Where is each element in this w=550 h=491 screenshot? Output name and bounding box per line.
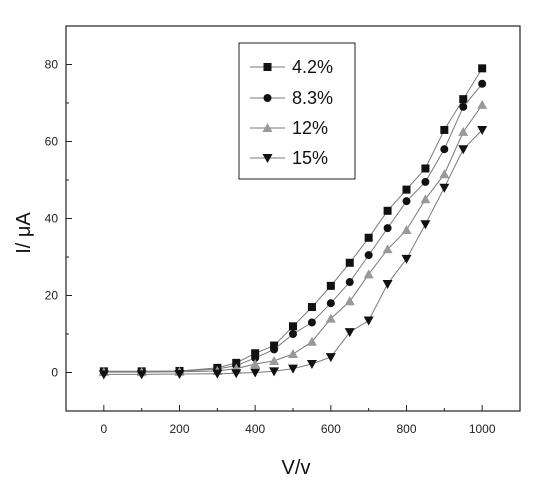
data-point	[269, 355, 280, 365]
data-point	[364, 233, 373, 242]
data-point	[288, 349, 298, 359]
data-point	[382, 244, 393, 254]
legend: 4.2% 8.3% 12% 15%	[238, 42, 356, 180]
data-point	[382, 279, 393, 289]
x-tick-label: 0	[100, 422, 107, 436]
series-layer	[98, 64, 488, 380]
data-point	[250, 368, 261, 378]
data-point	[231, 369, 242, 379]
x-tick-label: 600	[321, 422, 341, 436]
x-tick-label: 800	[396, 422, 416, 436]
legend-marker	[263, 63, 272, 71]
data-point	[477, 99, 488, 109]
data-point	[344, 296, 355, 306]
data-point	[478, 79, 487, 88]
data-point	[383, 224, 392, 233]
legend-frame	[238, 42, 356, 180]
y-tick-label: 60	[45, 135, 59, 149]
y-axis-title: I/ μA	[13, 212, 35, 254]
y-tick-label: 80	[45, 58, 59, 72]
legend-marker	[262, 154, 273, 163]
y-tick-label: 40	[45, 212, 59, 226]
data-point	[478, 64, 487, 73]
data-point	[326, 299, 335, 308]
data-point	[345, 258, 354, 267]
data-point	[440, 125, 449, 134]
legend-marker	[263, 94, 272, 102]
data-point	[174, 370, 185, 380]
data-point	[439, 169, 450, 179]
data-point	[307, 318, 316, 327]
x-axis-title: V/v	[282, 457, 311, 479]
data-point	[325, 313, 336, 323]
series-line-1	[103, 83, 483, 373]
data-point	[402, 197, 411, 206]
data-point	[345, 278, 354, 287]
data-point	[401, 225, 412, 235]
data-point	[326, 281, 335, 290]
data-point	[269, 367, 280, 377]
data-point	[98, 370, 109, 380]
legend-label: 12%	[292, 118, 328, 138]
data-point	[250, 359, 261, 369]
data-point	[289, 330, 297, 338]
data-point	[421, 164, 430, 173]
data-point	[458, 126, 469, 136]
data-point	[251, 349, 260, 358]
data-point	[439, 183, 450, 193]
data-point	[383, 206, 392, 215]
data-point	[477, 125, 488, 135]
data-point	[459, 95, 468, 104]
y-tick-label: 20	[45, 289, 59, 303]
legend-label: 8.3%	[292, 88, 333, 108]
x-tick-label: 200	[169, 422, 189, 436]
data-point	[420, 220, 431, 230]
data-point	[288, 364, 298, 374]
data-point	[401, 254, 412, 264]
legend-label: 15%	[292, 148, 328, 168]
data-point	[459, 102, 468, 111]
data-point	[306, 336, 317, 346]
data-point	[344, 328, 355, 338]
data-point	[458, 145, 469, 155]
data-point	[212, 369, 223, 379]
data-point	[421, 177, 430, 186]
legend-label: 4.2%	[292, 57, 333, 77]
y-axis-ticks: 0 20 40 60 80	[45, 25, 72, 412]
data-point	[289, 322, 297, 331]
data-point	[363, 316, 374, 326]
legend-marker	[262, 123, 273, 132]
data-point	[440, 145, 449, 154]
data-point	[364, 251, 373, 260]
data-point	[136, 370, 147, 380]
data-point	[363, 269, 374, 279]
y-tick-label: 0	[51, 366, 58, 380]
series-line-0	[103, 68, 483, 372]
data-point	[251, 353, 260, 362]
x-tick-label: 1000	[469, 422, 496, 436]
data-point	[325, 353, 336, 363]
series-line-2	[103, 104, 483, 373]
data-point	[402, 185, 411, 194]
series-line-3	[103, 129, 483, 375]
data-point	[420, 194, 431, 204]
data-point	[307, 303, 316, 312]
x-axis-ticks: 0 200 400 600 800 1000	[65, 405, 521, 436]
x-tick-label: 400	[245, 422, 265, 436]
data-point	[306, 360, 317, 370]
data-point	[270, 345, 279, 354]
